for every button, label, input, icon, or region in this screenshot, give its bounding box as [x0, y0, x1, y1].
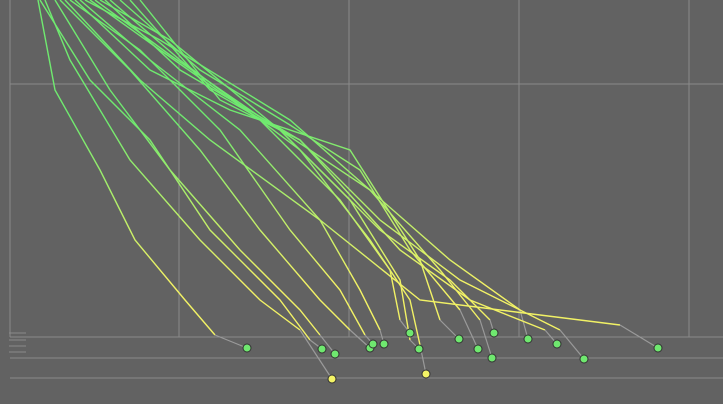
end-marker: [454, 334, 464, 344]
series-tail: [299, 329, 333, 380]
series-line: [109, 0, 421, 346]
series-line: [64, 0, 621, 326]
end-marker: [368, 339, 378, 349]
end-marker: [579, 354, 589, 364]
legend-stubs: [9, 332, 26, 353]
end-marker: [242, 343, 252, 353]
series-tail: [559, 329, 585, 360]
end-marker: [552, 339, 562, 349]
series-tail: [479, 319, 493, 359]
end-marker: [327, 374, 337, 384]
series-line: [129, 0, 491, 321]
end-marker: [523, 334, 533, 344]
series-line: [54, 0, 321, 336]
series-line: [39, 0, 311, 341]
series-tail: [459, 309, 479, 350]
series-line: [79, 0, 381, 331]
end-marker: [473, 344, 483, 354]
end-marker: [379, 339, 389, 349]
series-tail: [519, 309, 529, 340]
end-marker: [414, 344, 424, 354]
series-line: [59, 0, 351, 331]
series-line: [37, 0, 216, 336]
series-line: [139, 0, 546, 331]
end-marker: [653, 343, 663, 353]
end-marker: [330, 349, 340, 359]
end-marker: [489, 328, 499, 338]
end-marker: [405, 328, 415, 338]
series-line: [104, 0, 561, 331]
series-line: [84, 0, 521, 311]
series-tail: [619, 324, 659, 349]
series-tail: [214, 334, 248, 349]
series-line: [44, 0, 301, 331]
series-line: [74, 0, 441, 321]
series-line: [89, 0, 401, 321]
end-marker: [421, 369, 431, 379]
end-marker: [487, 353, 497, 363]
end-marker: [317, 344, 327, 354]
